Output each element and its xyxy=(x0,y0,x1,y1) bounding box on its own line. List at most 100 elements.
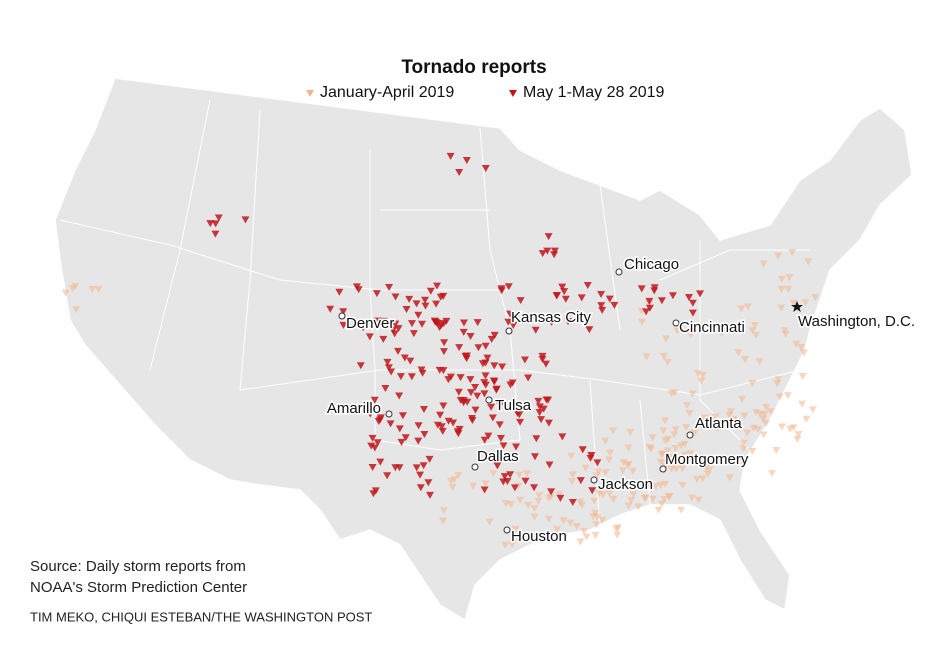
tornado-marker xyxy=(442,317,451,325)
city-labels: Chicago Denver Kansas City Cincinnati Wa… xyxy=(325,254,916,546)
tornado-marker xyxy=(739,439,748,447)
tornado-marker xyxy=(498,363,507,371)
tornado-marker xyxy=(766,408,775,416)
tornado-marker xyxy=(591,509,600,517)
tornado-marker xyxy=(739,445,748,453)
tornado-marker xyxy=(439,402,448,410)
tornado-marker xyxy=(384,364,393,372)
tornado-marker xyxy=(473,392,482,400)
tornado-marker xyxy=(481,342,490,350)
tornado-marker xyxy=(520,356,529,364)
tornado-marker xyxy=(454,472,463,480)
tornado-marker xyxy=(544,396,553,404)
tornado-marker xyxy=(668,456,677,464)
tornado-markers xyxy=(61,152,820,549)
tornado-marker xyxy=(516,418,525,426)
tornado-marker xyxy=(401,434,410,442)
tornado-marker xyxy=(773,380,782,388)
city-dot xyxy=(505,327,513,335)
tornado-marker xyxy=(61,289,70,297)
city-label: Cincinnati xyxy=(679,319,745,336)
tornado-marker xyxy=(558,283,567,291)
tornado-marker xyxy=(777,304,786,312)
tornado-marker xyxy=(661,437,670,445)
tornado-marker xyxy=(670,431,679,439)
tornado-marker xyxy=(677,506,686,514)
tornado-marker xyxy=(386,420,395,428)
tornado-marker xyxy=(690,429,699,437)
tornado-marker xyxy=(659,352,668,360)
tornado-marker xyxy=(339,308,348,316)
credit: TIM MEKO, CHIQUI ESTEBAN/THE WASHINGTON … xyxy=(30,609,372,624)
tornado-marker xyxy=(420,431,429,439)
tornado-marker xyxy=(605,456,614,464)
tornado-marker xyxy=(508,541,517,549)
tornado-marker xyxy=(538,355,547,363)
tornado-marker xyxy=(657,500,666,508)
tornado-marker xyxy=(539,405,548,413)
tornado-marker xyxy=(741,356,750,364)
tornado-marker xyxy=(447,477,456,485)
tornado-marker xyxy=(717,329,726,337)
tornado-marker xyxy=(811,293,820,301)
tornado-marker xyxy=(576,314,585,322)
tornado-marker xyxy=(546,493,555,501)
tornado-marker xyxy=(799,349,808,357)
tornado-marker xyxy=(381,385,390,393)
tornado-marker xyxy=(545,461,554,469)
tornado-marker xyxy=(755,358,764,366)
tornado-marker xyxy=(531,326,540,334)
tornado-marker xyxy=(493,462,502,470)
tornado-marker xyxy=(598,516,607,524)
city-dot xyxy=(503,526,511,534)
tornado-marker xyxy=(737,305,746,313)
tornado-marker xyxy=(535,409,544,417)
tornado-marker xyxy=(487,335,496,343)
tornado-marker xyxy=(597,290,606,298)
tornado-marker xyxy=(496,434,505,442)
tornado-marker xyxy=(581,464,590,472)
tornado-marker xyxy=(466,389,475,397)
tornado-marker xyxy=(438,427,447,435)
tornado-marker xyxy=(793,435,802,443)
city-dot xyxy=(471,463,479,471)
tornado-marker xyxy=(432,282,441,290)
tornado-marker xyxy=(550,251,559,259)
tornado-marker xyxy=(436,411,445,419)
tornado-marker xyxy=(94,286,103,294)
tornado-marker xyxy=(515,471,524,479)
tornado-marker xyxy=(466,376,475,384)
tornado-marker xyxy=(729,417,738,425)
tornado-marker xyxy=(694,496,703,504)
tornado-marker xyxy=(789,299,798,307)
tornado-marker xyxy=(515,411,524,419)
tornado-marker xyxy=(642,308,651,316)
tornado-marker xyxy=(409,330,418,338)
tornado-marker xyxy=(365,333,374,341)
tornado-marker xyxy=(455,169,464,177)
tornado-marker xyxy=(688,299,697,307)
tornado-marker xyxy=(590,497,599,505)
tornado-marker xyxy=(784,285,793,293)
tornado-marker xyxy=(474,344,483,352)
tornado-marker xyxy=(372,290,381,298)
tornado-marker xyxy=(576,477,585,485)
city-label: Kansas City xyxy=(511,309,592,326)
tornado-marker xyxy=(352,283,361,291)
tornado-marker xyxy=(395,464,404,472)
tornado-marker xyxy=(530,505,539,513)
tornado-marker xyxy=(648,495,657,503)
tornado-marker xyxy=(425,491,434,499)
tornado-marker xyxy=(687,494,696,502)
tornado-marker xyxy=(421,302,430,310)
tornado-marker xyxy=(497,285,506,293)
tornado-marker xyxy=(605,295,614,303)
tornado-marker xyxy=(613,531,622,539)
tornado-marker xyxy=(500,473,509,481)
tornado-marker xyxy=(756,410,765,418)
tornado-marker xyxy=(544,419,553,427)
tornado-marker xyxy=(524,374,533,382)
tornado-marker xyxy=(794,431,803,439)
tornado-marker xyxy=(798,373,807,381)
tornado-marker xyxy=(485,518,494,526)
